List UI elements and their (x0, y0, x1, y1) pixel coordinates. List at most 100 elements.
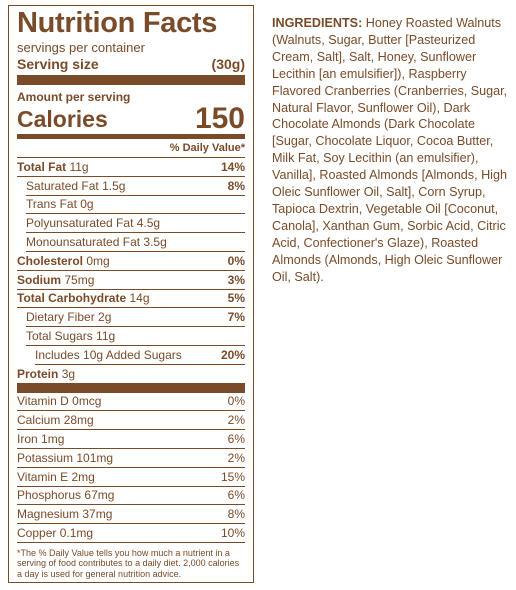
daily-value: 5% (227, 291, 245, 306)
daily-value: 7% (227, 310, 245, 325)
amount-per-serving: Amount per serving (17, 90, 131, 104)
label-title: Nutrition Facts (17, 7, 218, 39)
nutrient-name-group: Saturated Fat 1.5g (26, 179, 125, 193)
vitamin-list: Vitamin D 0mcg 0% Calcium 28mg 2% Iron 1mg 6%… (17, 393, 245, 543)
nutrient-name-group: Cholesterol 0mg (17, 254, 110, 268)
nutrient-row: Magnesium 37mg 8% (17, 505, 245, 525)
nutrient-name: Total Carbohydrate (17, 291, 127, 306)
nutrient-name: Cholesterol (17, 253, 84, 268)
servings: servings per container (17, 40, 145, 55)
daily-value: 8% (227, 507, 245, 522)
nutrient-name-group: Magnesium 37mg (17, 507, 112, 521)
nutrient-name-group: Vitamin D 0mcg (17, 394, 101, 408)
nutrient-name: Total Fat (17, 159, 67, 174)
nutrient-row: Vitamin D 0mcg 0% (17, 393, 245, 412)
footnote: *The % Daily Value tells you how much a … (17, 547, 240, 579)
nutrient-row: Copper 0.1mg 10% (17, 524, 245, 543)
nutrient-name-group: Potassium 101mg (17, 451, 113, 465)
daily-value: 14% (220, 159, 245, 174)
nutrient-row: Iron 1mg 6% (17, 430, 245, 449)
nutrient-name-group: Sodium 75mg (17, 273, 94, 287)
nutrient-amount: 101mg (76, 450, 114, 465)
nutrient-name: Magnesium (17, 507, 80, 522)
nutrient-name-group: Iron 1mg (17, 432, 64, 446)
thick-rule (17, 75, 245, 85)
nutrient-name-group: Phosphorus 67mg (17, 488, 114, 502)
nutrient-row: Sodium 75mg 3% (17, 271, 245, 290)
nutrient-name: Dietary Fiber (26, 310, 95, 325)
ingredients-label: INGREDIENTS: (272, 16, 363, 30)
nutrient-row: Potassium 101mg 2% (17, 449, 245, 468)
ingredients: INGREDIENTS: Honey Roasted Walnuts (Waln… (272, 15, 508, 286)
nutrient-amount: 0.1mg (59, 526, 94, 541)
nutrient-amount: 1.5g (102, 178, 126, 193)
nutrient-name-group: Polyunsaturated Fat 4.5g (26, 216, 160, 230)
daily-value: 3% (227, 272, 245, 287)
calories-value: 150 (194, 102, 245, 135)
nutrient-name: Includes 10g Added Sugars (35, 347, 182, 362)
daily-value: 6% (227, 432, 245, 447)
nutrient-amount: 28mg (63, 413, 94, 428)
nutrient-row: Protein 3g (17, 365, 245, 383)
daily-value: 8% (227, 178, 245, 193)
nutrient-amount: 3g (61, 366, 76, 381)
nutrient-name-group: Trans Fat 0g (26, 197, 94, 211)
nutrient-name: Trans Fat (26, 197, 77, 212)
nutrient-name: Potassium (17, 450, 74, 465)
medium-rule (17, 134, 245, 139)
nutrient-name: Phosphorus (17, 488, 82, 503)
nutrient-name: Sodium (17, 272, 61, 287)
nutrient-amount: 11g (69, 159, 89, 174)
nutrient-amount: 37mg (82, 507, 113, 522)
nutrient-amount: 67mg (84, 488, 115, 503)
daily-value: 15% (220, 469, 245, 484)
nutrient-amount: 75mg (64, 272, 95, 287)
nutrient-amount: 0mcg (72, 394, 102, 409)
daily-value: 20% (220, 347, 245, 362)
daily-value-header: % Daily Value* (17, 139, 245, 158)
serving-size-label: Serving size (17, 56, 99, 72)
nutrient-name: Monounsaturated Fat (26, 235, 141, 250)
nutrient-amount: 4.5g (136, 216, 161, 231)
nutrient-name-group: Vitamin E 2mg (17, 470, 95, 484)
nutrient-name: Vitamin D (17, 394, 69, 409)
nutrient-amount: 3.5g (143, 235, 167, 250)
nutrient-row: Polyunsaturated Fat 4.5g (26, 214, 245, 234)
nutrient-amount: 0mg (86, 253, 110, 268)
daily-value: 6% (227, 488, 245, 503)
nutrient-name: Copper (17, 526, 57, 541)
nutrient-name-group: Monounsaturated Fat 3.5g (26, 235, 167, 249)
nutrient-name-group: Total Fat 11g (17, 160, 89, 174)
nutrition-label: Nutrition Facts servings per container S… (8, 5, 254, 583)
nutrient-name-group: Copper 0.1mg (17, 526, 93, 540)
ingredients-text: Honey Roasted Walnuts (Walnuts, Sugar, B… (272, 16, 508, 284)
calories-label: Calories (17, 105, 108, 132)
daily-value: 0% (227, 394, 245, 409)
nutrient-row: Dietary Fiber 2g 7% (26, 308, 245, 328)
nutrient-row: Cholesterol 0mg 0% (17, 252, 245, 271)
daily-value: 0% (227, 253, 245, 268)
nutrient-amount: 2mg (71, 469, 95, 484)
calories: Calories 150 (17, 102, 245, 135)
nutrient-name-group: Includes 10g Added Sugars (35, 348, 182, 362)
nutrient-row: Total Fat 11g 14% (17, 158, 245, 177)
nutrient-name: Saturated Fat (26, 178, 99, 193)
nutrient-row: Phosphorus 67mg 6% (17, 487, 245, 506)
serving-size: Serving size (30g) (17, 55, 245, 73)
nutrient-name: Vitamin E (17, 469, 69, 484)
nutrient-row: Saturated Fat 1.5g 8% (26, 177, 245, 196)
nutrient-amount: 0g (80, 197, 94, 212)
nutrient-row: Monounsaturated Fat 3.5g (26, 233, 245, 252)
nutrient-name-group: Total Sugars 11g (26, 329, 115, 343)
nutrient-name-group: Protein 3g (17, 367, 75, 381)
nutrient-name: Polyunsaturated Fat (26, 216, 134, 231)
nutrient-amount: 2g (98, 310, 112, 325)
nutrient-row: Calcium 28mg 2% (17, 411, 245, 431)
nutrient-amount: 11g (96, 329, 116, 344)
nutrient-row: Total Carbohydrate 14g 5% (17, 290, 245, 309)
nutrient-amount: 1mg (41, 432, 65, 447)
daily-value: 2% (227, 450, 245, 465)
daily-value: 2% (227, 413, 245, 428)
nutrient-name-group: Calcium 28mg (17, 413, 94, 427)
